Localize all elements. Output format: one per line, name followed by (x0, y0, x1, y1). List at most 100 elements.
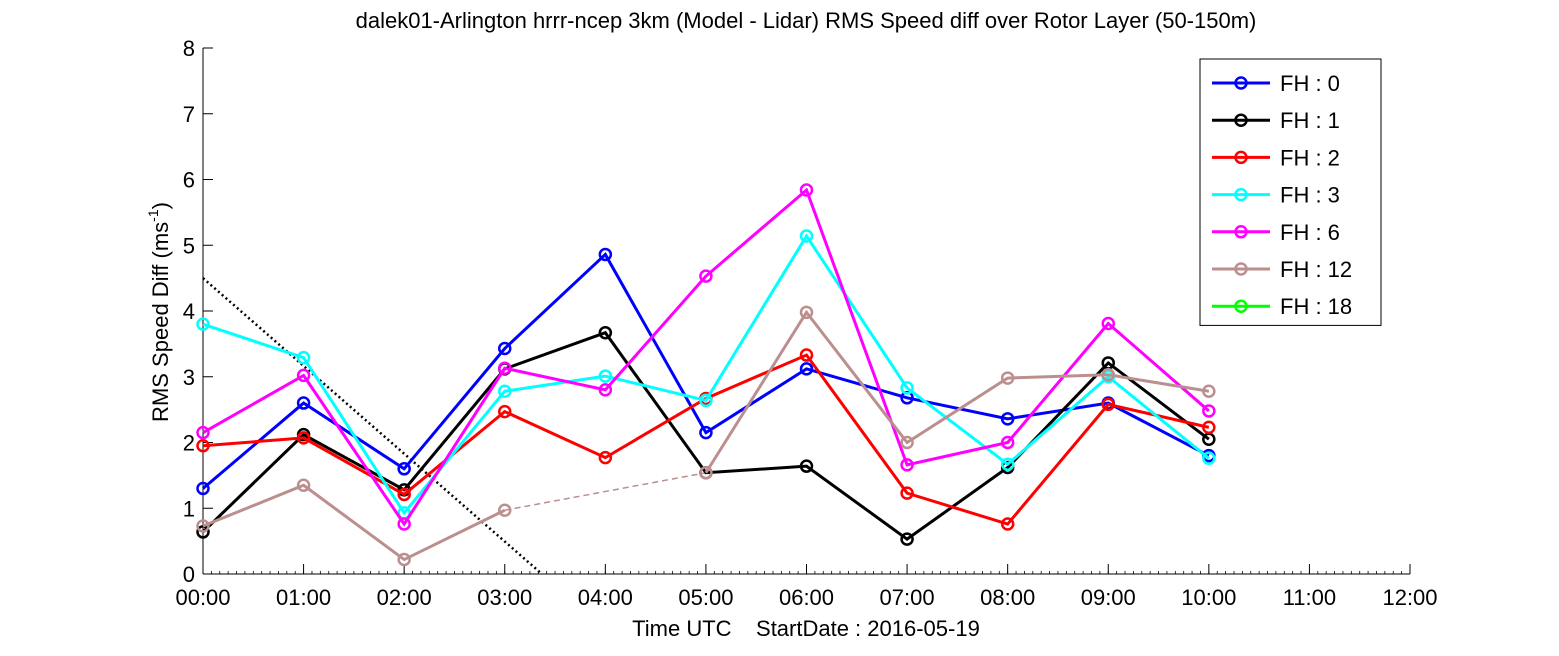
series-fh-1 (196, 325, 1216, 546)
y-axis-label-sup: -1 (145, 209, 161, 222)
data-point (1202, 451, 1216, 466)
data-point (598, 450, 613, 465)
data-point (1101, 368, 1115, 382)
data-point (900, 435, 914, 450)
legend-box (1199, 58, 1382, 326)
data-point (1000, 435, 1015, 450)
series-line (202, 483, 506, 562)
y-tick-label: 1 (183, 496, 195, 521)
legend-swatch-marker (1234, 262, 1248, 276)
legend: FH : 0 FH : 1 FH : 2 FH : 3 FH : 6 FH : 12 FH … (1199, 58, 1382, 326)
chart-title: dalek01-Arlington hrrr-ncep 3km (Model -… (356, 8, 1257, 33)
data-point (699, 393, 713, 408)
data-point (900, 458, 914, 472)
x-tick-label: 01:00 (276, 585, 331, 610)
y-axis-label-main: RMS Speed Diff (ms (148, 222, 173, 422)
data-point (196, 481, 210, 496)
data-point (498, 503, 512, 517)
legend-swatch-marker (1234, 150, 1248, 165)
data-point (799, 459, 814, 473)
data-point (1000, 371, 1015, 385)
series-fh-6 (196, 183, 1216, 531)
y-tick-label: 5 (183, 233, 195, 258)
legend-entry-label: FH : 6 (1280, 220, 1340, 245)
y-tick-label: 2 (183, 431, 195, 456)
dashed-gap (504, 472, 707, 511)
data-point (1101, 316, 1115, 331)
data-point (1202, 404, 1216, 418)
data-point (196, 519, 210, 533)
data-point (397, 552, 411, 567)
data-point (799, 183, 814, 197)
data-point (196, 317, 210, 331)
series-fh-12 (196, 305, 1216, 567)
data-point (498, 384, 512, 398)
data-point (1202, 384, 1216, 398)
legend-swatch-marker (1234, 76, 1248, 90)
data-point (699, 465, 713, 480)
y-tick-label: 6 (183, 168, 195, 193)
data-point (900, 486, 914, 500)
series-line (202, 187, 1210, 527)
data-point (900, 381, 914, 395)
y-tick-label: 7 (183, 102, 195, 127)
data-point (598, 383, 613, 397)
data-point (799, 362, 814, 376)
data-point (397, 462, 411, 476)
series-line (202, 233, 1210, 516)
y-axis: 0 1 2 3 4 5 6 7 8 (183, 36, 213, 587)
data-point (498, 361, 512, 375)
series-fh-3 (196, 229, 1216, 520)
data-point (196, 425, 210, 440)
data-point (799, 229, 814, 243)
x-tick-label: 06:00 (779, 585, 834, 610)
x-tick-label: 02:00 (377, 585, 432, 610)
y-tick-label: 4 (183, 299, 195, 324)
data-point (1000, 517, 1015, 531)
series-line (202, 353, 1210, 526)
data-point (1101, 397, 1115, 412)
y-axis-label: RMS Speed Diff (ms-1) (145, 202, 173, 422)
y-axis-label-close: ) (148, 202, 173, 209)
data-point (699, 425, 713, 440)
data-point (296, 396, 311, 410)
x-axis-label: Time UTC StartDate : 2016-05-19 (632, 616, 980, 641)
x-axis: 00:00 01:00 02:00 03:00 04:00 05:00 06:00 07:00… (175, 564, 1438, 610)
legend-entry-label: FH : 18 (1280, 294, 1352, 319)
data-point (900, 532, 914, 546)
data-point (397, 517, 411, 531)
legend-entry-label: FH : 0 (1280, 71, 1340, 96)
series-fh-0 (196, 247, 1216, 496)
legend-entry-label: FH : 1 (1280, 108, 1340, 133)
data-point (598, 325, 613, 340)
series-line (202, 252, 1210, 490)
legend-entry-label: FH : 12 (1280, 257, 1352, 282)
x-tick-label: 10:00 (1181, 585, 1236, 610)
dotted-line (202, 277, 543, 575)
x-tick-label: 11:00 (1283, 585, 1336, 610)
data-point (296, 368, 311, 383)
x-tick-label: 09:00 (1081, 585, 1136, 610)
x-tick-label: 00:00 (175, 585, 230, 610)
x-tick-label: 08:00 (980, 585, 1035, 610)
y-tick-label: 0 (183, 562, 195, 587)
data-point (598, 247, 613, 262)
data-point (598, 369, 613, 383)
annotations (202, 277, 707, 575)
legend-entry-label: FH : 2 (1280, 145, 1340, 170)
x-tick-label: 07:00 (880, 585, 935, 610)
x-tick-label: 04:00 (578, 585, 633, 610)
data-point (397, 487, 411, 502)
data-point (1000, 412, 1015, 426)
data-point (196, 525, 210, 539)
legend-swatch-marker (1234, 187, 1248, 202)
x-tick-label: 03:00 (477, 585, 532, 610)
data-point (699, 269, 713, 283)
legend-entry-label: FH : 3 (1280, 183, 1340, 208)
data-point (498, 341, 512, 356)
legend-swatch-marker (1234, 299, 1248, 313)
data-point (799, 348, 814, 362)
legend-swatch-marker (1234, 225, 1248, 239)
